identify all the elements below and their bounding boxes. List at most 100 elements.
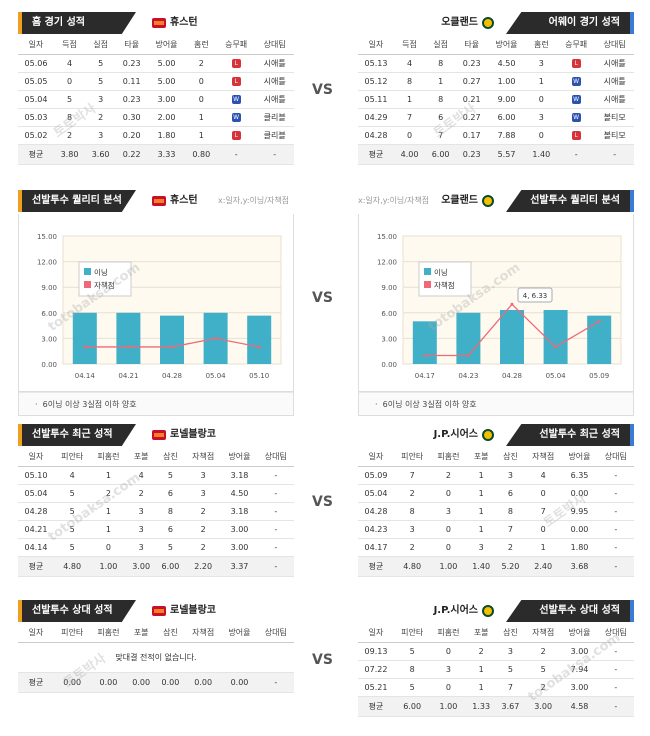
table-cell: 3 (525, 54, 557, 73)
x-tick-label: 05.04 (546, 372, 567, 380)
table-cell: 3 (126, 502, 156, 521)
legend-swatch (424, 268, 431, 275)
column-header: 일자 (18, 448, 54, 467)
table-cell: 1 (90, 520, 127, 539)
win-badge-icon: W (571, 77, 581, 86)
average-row: 평균 4.80 1.00 1.40 5.20 2.40 3.68- (358, 556, 634, 577)
result-cell: W (216, 90, 256, 109)
column-header: 타율 (116, 36, 148, 55)
earned-runs-point (554, 345, 558, 349)
table-cell: 05.13 (358, 54, 394, 73)
table-cell: 9.95 (561, 502, 598, 521)
table-row: 05.06 4 5 0.23 5.00 2 L 시애틀 (18, 54, 294, 73)
average-cell: 2.20 (185, 556, 222, 577)
earned-runs-point (423, 353, 427, 357)
table-cell: - (257, 502, 294, 521)
column-header: 자책점 (525, 448, 562, 467)
table-cell: 1 (466, 520, 496, 539)
right-quality-title: 선발투수 퀄리티 분석 (506, 190, 634, 212)
left-quality-panel: 선발투수 퀄리티 분석 휴스턴 x:일자,y:이닝/자책점 0.00 3.00 6.… (18, 190, 294, 416)
table-cell: - (597, 520, 634, 539)
column-header: 피홈런 (90, 624, 127, 643)
table-cell: 07.22 (358, 660, 394, 679)
table-cell: 볼티모 (595, 126, 634, 145)
table-cell: 3 (466, 538, 496, 557)
legend-label: 이닝 (434, 267, 448, 277)
column-header: 홈런 (525, 36, 557, 55)
table-cell: 05.11 (358, 90, 394, 109)
table-cell: 3 (185, 484, 222, 503)
vs-label-3: VS (312, 494, 333, 510)
average-cell: 5.20 (495, 556, 526, 577)
table-cell: 3 (185, 466, 222, 485)
column-header: 상대팀 (257, 624, 294, 643)
table-cell: 2 (126, 484, 156, 503)
astros-logo-icon (152, 430, 166, 440)
x-tick-label: 04.28 (502, 372, 522, 380)
table-row: 05.10 4 1 4 5 3 3.18- (18, 466, 294, 485)
average-cell: 평균 (18, 144, 54, 165)
table-cell: 2 (185, 520, 222, 539)
table-cell: 6.00 (487, 108, 526, 127)
table-cell: - (257, 520, 294, 539)
table-cell: 0 (525, 484, 562, 503)
legend-swatch (424, 281, 431, 288)
column-header: 방어율 (487, 36, 526, 55)
average-cell: 3.68 (561, 556, 598, 577)
average-cell: 평균 (358, 556, 394, 577)
table-cell: 3.00 (561, 678, 598, 697)
table-cell: 1 (466, 502, 496, 521)
table-cell: 1 (185, 126, 217, 145)
x-tick-label: 05.10 (249, 372, 269, 380)
x-tick-label: 04.23 (458, 372, 478, 380)
table-cell: 05.02 (18, 126, 54, 145)
table-cell: 1 (90, 502, 127, 521)
column-header: 일자 (358, 448, 394, 467)
table-cell: - (597, 642, 634, 661)
y-tick-label: 6.00 (41, 310, 57, 318)
win-badge-icon: W (571, 113, 581, 122)
table-cell: 1 (90, 466, 127, 485)
astros-logo-icon (152, 196, 166, 206)
table-row: 04.28 5 1 3 8 2 3.18- (18, 502, 294, 521)
table-cell: 0.23 (116, 90, 148, 109)
average-cell: - (257, 556, 294, 577)
away-record-panel: 오클랜드 어웨이 경기 성적 일자 득점 실점 타율 방어율 홈런 승무패 상대팀 05.13 4… (358, 12, 634, 165)
column-header: 일자 (358, 36, 394, 55)
result-cell: L (556, 54, 596, 73)
table-cell: 0.11 (116, 72, 148, 91)
average-row: 평균 4.00 6.00 0.23 5.57 1.40- - (358, 144, 634, 165)
column-header: 삼진 (155, 624, 186, 643)
left-h2h-table: 일자 피안타 피홈런 포볼 삼진 자책점 방어율 상대팀 맞대결 전적이 없습니다. 평균 0.00… (18, 624, 294, 693)
average-cell: 4.80 (54, 556, 91, 577)
table-cell: 6 (425, 108, 457, 127)
table-cell: 8 (394, 502, 431, 521)
table-cell: 7 (394, 466, 431, 485)
table-cell: 0.23 (116, 54, 148, 73)
average-row: 평균 4.80 1.00 3.00 6.00 2.20 3.37- (18, 556, 294, 577)
earned-runs-point (597, 319, 601, 323)
result-cell: L (556, 126, 596, 145)
table-cell: 4.50 (487, 54, 526, 73)
x-tick-label: 04.17 (415, 372, 435, 380)
astros-logo-icon (152, 606, 166, 616)
average-cell: 평균 (358, 696, 394, 717)
table-cell: 5 (394, 642, 431, 661)
left-recent-panel: 선발투수 최근 성적 로넬블랑코 일자 피안타 피홈런 포볼 삼진 자책점 방어율 상대팀 05… (18, 424, 294, 577)
table-cell: 4 (525, 466, 562, 485)
table-cell: 2 (525, 642, 562, 661)
average-cell: 0.00 (90, 672, 127, 693)
table-cell: 1 (525, 72, 557, 91)
table-cell: 2 (90, 484, 127, 503)
table-cell: 1 (185, 108, 217, 127)
average-cell: 0.80 (185, 144, 217, 165)
table-row: 04.29 7 6 0.27 6.00 3 W 볼티모 (358, 108, 634, 127)
left-recent-table: 일자 피안타 피홈런 포볼 삼진 자책점 방어율 상대팀 05.10 4 1 4 5 3 3.18-05.0… (18, 448, 294, 577)
table-row: 05.02 2 3 0.20 1.80 1 L 클리블 (18, 126, 294, 145)
average-cell: 6.00 (425, 144, 457, 165)
table-cell: 5 (85, 54, 117, 73)
legend-swatch (84, 268, 91, 275)
y-tick-label: 9.00 (41, 284, 57, 292)
table-cell: 클리블 (255, 126, 294, 145)
